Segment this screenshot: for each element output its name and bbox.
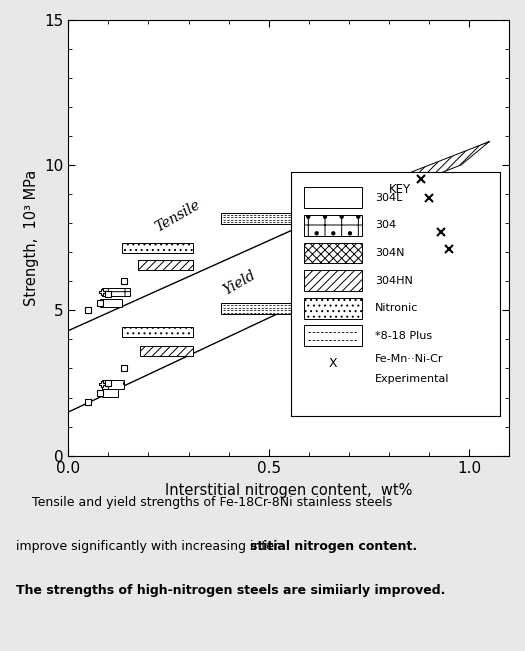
Text: The strengths of high-nitrogen steels are simiiarly improved.: The strengths of high-nitrogen steels ar… xyxy=(16,583,445,596)
Text: Yield: Yield xyxy=(220,268,258,298)
Bar xyxy=(102,389,118,397)
Bar xyxy=(102,380,124,389)
Polygon shape xyxy=(357,186,489,249)
Bar xyxy=(122,327,193,337)
X-axis label: Interstitial nitrogen content,  wt%: Interstitial nitrogen content, wt% xyxy=(165,482,413,497)
Polygon shape xyxy=(357,240,489,299)
Text: Tensile: Tensile xyxy=(152,198,203,235)
Text: improve significantly with increasing inter: improve significantly with increasing in… xyxy=(16,540,279,553)
Bar xyxy=(139,260,193,270)
Bar xyxy=(140,346,193,356)
Bar xyxy=(102,288,130,296)
Y-axis label: Strength,  10³ MPa: Strength, 10³ MPa xyxy=(24,169,38,306)
Polygon shape xyxy=(357,217,489,261)
Bar xyxy=(100,299,122,307)
Text: Tensile and yield strengths of Fe-18Cr-8Ni stainless steels: Tensile and yield strengths of Fe-18Cr-8… xyxy=(16,495,392,508)
Bar xyxy=(220,303,309,314)
Bar xyxy=(220,213,309,224)
Text: stitial nitrogen content.: stitial nitrogen content. xyxy=(250,540,417,553)
Bar xyxy=(122,243,193,253)
Polygon shape xyxy=(357,142,489,206)
